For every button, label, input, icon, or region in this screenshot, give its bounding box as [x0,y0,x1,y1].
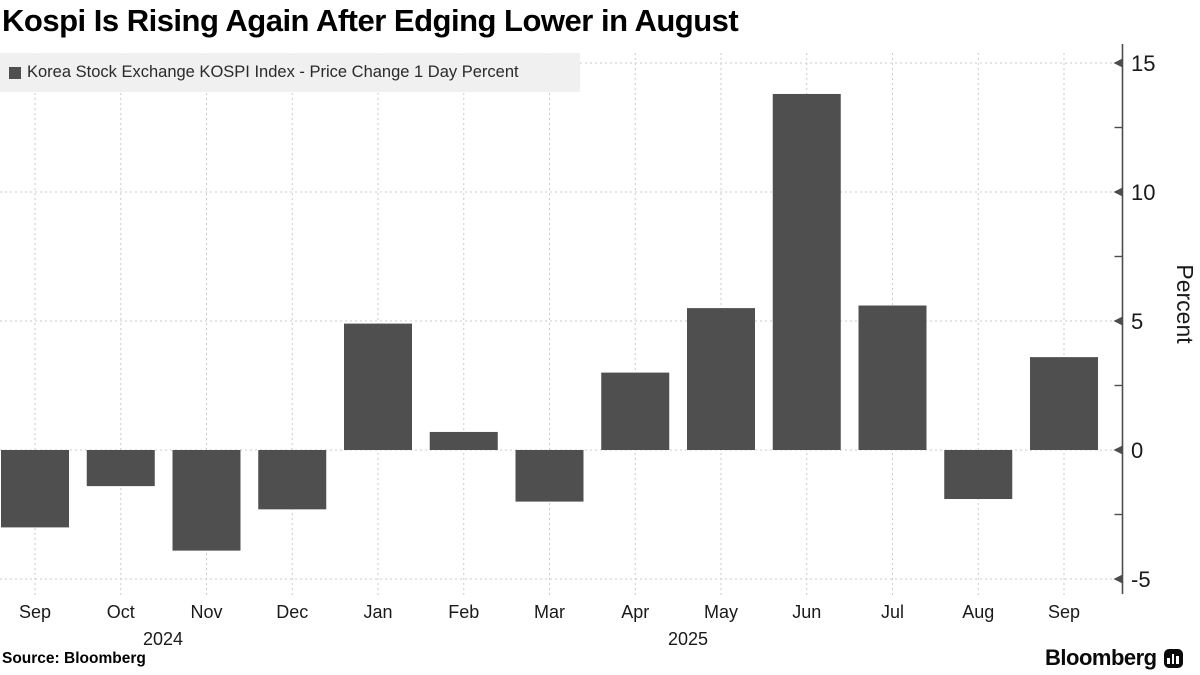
x-tick-jul-10: Jul [881,602,904,622]
bloomberg-chart-icon [1163,648,1183,668]
legend: Korea Stock Exchange KOSPI Index - Price… [0,53,580,92]
x-tick-nov-2: Nov [190,602,222,622]
x-tick-jun-9: Jun [792,602,821,622]
source-attribution: Source: Bloomberg [2,650,146,667]
chart-title: Kospi Is Rising Again After Edging Lower… [2,3,739,38]
bar-sep-0 [1,450,69,528]
x-tick-feb-5: Feb [448,602,479,622]
bar-dec-3 [258,450,327,510]
year-label-2024: 2024 [143,629,183,649]
x-tick-oct-1: Oct [107,602,135,622]
bar-jun-9 [772,93,841,451]
x-tick-jan-4: Jan [363,602,392,622]
bar-jan-4 [344,323,412,450]
x-axis-month-labels: Sep Oct Nov Dec Jan Feb Mar Apr May Jun Jul Aug Sep [19,602,1080,622]
legend-swatch-icon [9,66,21,79]
year-label-2025: 2025 [668,629,708,649]
svg-text:-5: -5 [1131,567,1151,592]
bloomberg-logo: Bloomberg [1045,645,1183,671]
x-tick-dec-3: Dec [276,602,308,622]
bar-mar-6 [515,450,584,502]
bar-oct-1 [86,450,155,487]
bar-jul-10 [858,305,927,450]
x-tick-sep-12: Sep [1048,602,1080,622]
bar-sep-12 [1030,357,1098,450]
bloomberg-wordmark: Bloomberg [1045,645,1157,670]
x-axis-year-labels: 2024 2025 [143,629,708,649]
legend-series-label: Korea Stock Exchange KOSPI Index - Price… [27,63,519,81]
bar-may-8 [687,308,755,450]
bar-series [1,93,1098,551]
bar-nov-2 [172,450,241,551]
x-tick-may-8: May [704,602,738,622]
y-axis-title: Percent [1172,264,1198,344]
svg-text:10: 10 [1131,180,1155,205]
svg-text:5: 5 [1131,309,1143,334]
bar-apr-7 [601,372,670,450]
x-tick-sep-0: Sep [19,602,51,622]
svg-text:0: 0 [1131,438,1143,463]
x-tick-aug-11: Aug [962,602,994,622]
bar-aug-11 [944,450,1013,500]
x-tick-mar-6: Mar [534,602,565,622]
right-y-axis [1113,44,1124,594]
x-tick-apr-7: Apr [621,602,649,622]
bar-feb-5 [429,431,498,450]
y-axis-tick-labels: 15 10 5 0 -5 [1131,51,1155,592]
svg-text:15: 15 [1131,51,1155,76]
